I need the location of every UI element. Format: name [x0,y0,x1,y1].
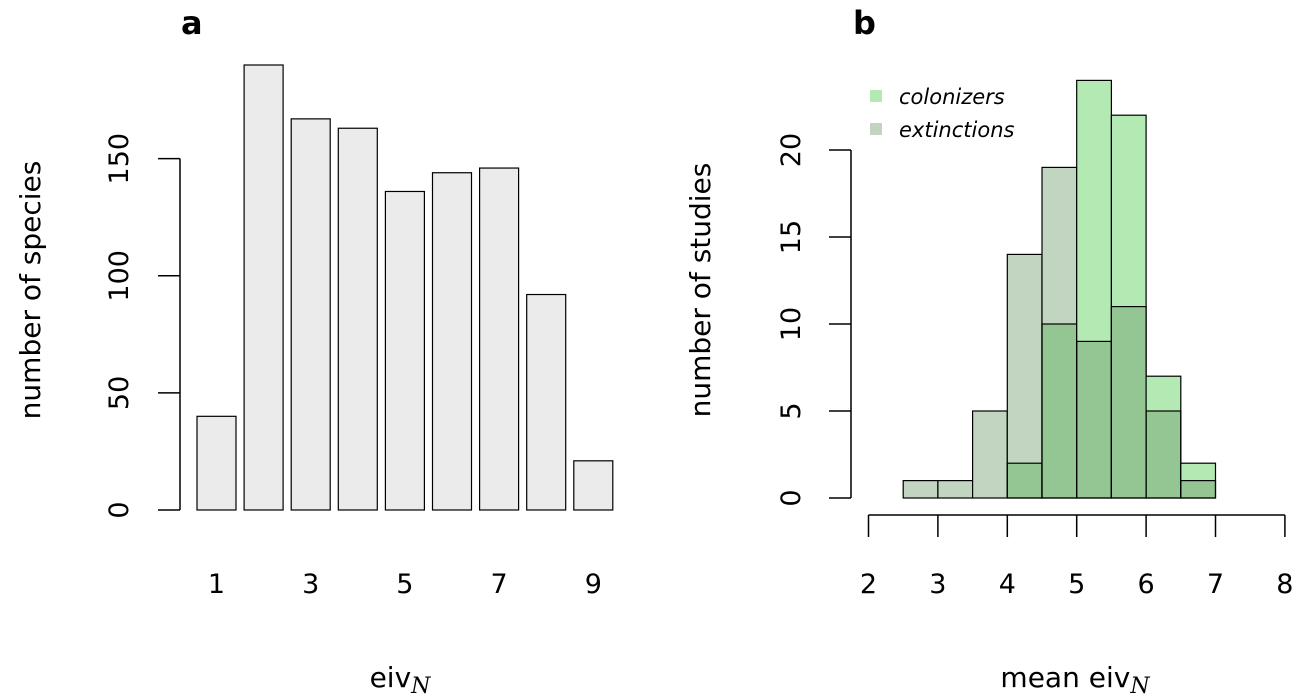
panel-b-extinctions-bar [972,411,1008,498]
panel-a-bar [290,118,331,511]
panel-a-y-tick-label: 100 [104,250,135,302]
legend-colonizers-swatch [870,90,882,102]
legend-extinctions-swatch [870,123,882,135]
panel-b-y-tick-label: 5 [776,402,807,419]
panel-a-letter: a [181,4,203,42]
panel-b-extinctions-bar [903,480,938,498]
panel-b-y-tick-label: 20 [776,133,807,167]
panel-b-extinctions-bar [1042,167,1077,324]
legend-extinctions-label: extinctions [899,118,1014,142]
panel-b-colonizers-bar [1180,463,1216,481]
panel-b-x-tick-label: 3 [929,569,946,600]
panel-b-y-axis-title: number of studies [684,163,717,418]
panel-b-y-tick-label: 0 [776,489,807,506]
panel-b-x-tick-label: 4 [999,569,1016,600]
panel-a-bar [196,415,237,511]
panel-a-x-tick-label: 9 [585,569,602,600]
panel-b-colonizers-bar [1111,115,1147,307]
panel-b-x-tick-label: 5 [1068,569,1085,600]
panel-a-bar [384,190,425,511]
panel-b-colonizers-bar [1146,376,1181,411]
panel-b-overlap-bar [1146,411,1181,498]
panel-a-x-tick-label: 5 [396,569,413,600]
panel-b-overlap-bar [1076,341,1112,498]
legend-colonizers-label: colonizers [899,85,1005,109]
panel-b-letter: b [853,4,876,42]
panel-a-y-tick-label: 0 [104,501,135,518]
panel-b-extinctions-bar-outline [1180,480,1217,499]
panel-b-extinctions-bar [1007,254,1042,464]
panel-b-extinctions-bar [937,480,973,498]
panel-b-x-tick-label: 8 [1276,569,1293,600]
panel-b-extinctions-bar-outline [1145,410,1182,499]
panel-b-colonizers-bar [1076,80,1112,342]
panel-b-overlap-bar [1111,306,1147,498]
panel-a-x-tick-label: 3 [302,569,319,600]
panel-b-overlap-bar [1042,324,1077,498]
panel-a-y-axis-title: number of species [14,161,47,420]
panel-a-x-tick-label: 1 [208,569,225,600]
panel-b-x-tick-label: 7 [1207,569,1224,600]
panel-b-y-tick-label: 15 [776,220,807,254]
panel-b-x-tick-label: 6 [1138,569,1155,600]
panel-b-y-tick-label: 10 [776,307,807,341]
panel-a-bar [431,172,473,511]
panel-a-bar [243,64,284,511]
panel-a-bar [526,293,567,511]
panel-b-x-tick-label: 2 [860,569,877,600]
panel-a-y-tick-label: 150 [104,133,135,185]
panel-a-bar [573,460,614,511]
panel-a-bar [479,167,520,511]
panel-a-y-tick-label: 50 [104,376,135,410]
panel-a-x-axis-title: eivN [370,661,432,697]
panel-b-overlap-bar [1007,463,1042,498]
panel-b-x-axis-title: mean eivN [1000,661,1150,697]
panel-a-x-tick-label: 7 [491,569,508,600]
panel-a-bar [337,127,378,511]
panel-b-overlap-bar [1180,480,1216,498]
